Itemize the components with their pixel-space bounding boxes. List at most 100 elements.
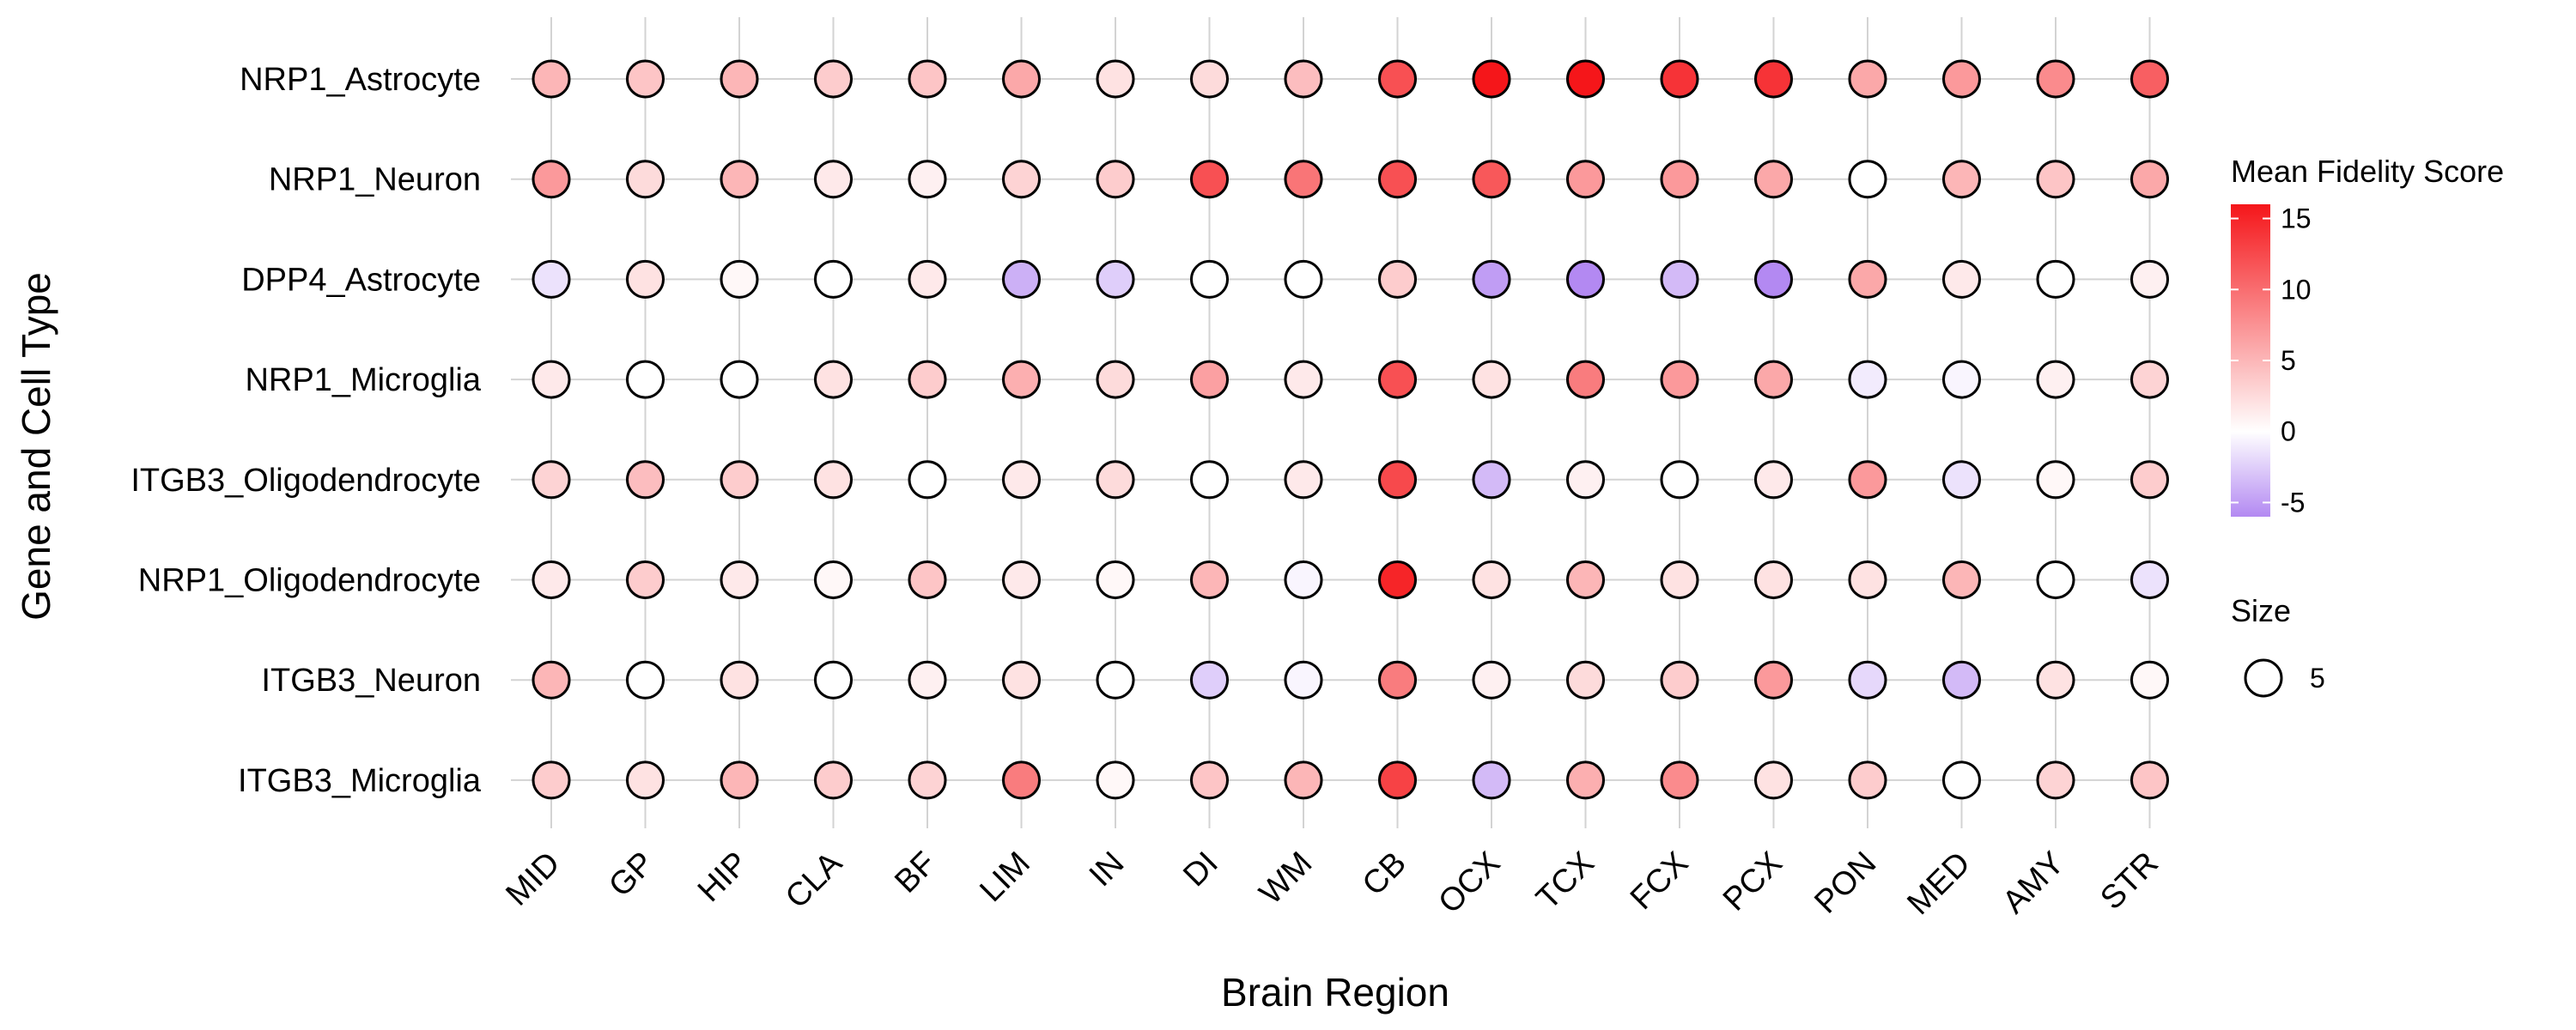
dot-NRP1_Microglia-DI [1190, 360, 1229, 399]
dot-ITGB3_Microglia-PON [1848, 760, 1887, 800]
dot-ITGB3_Oligodendrocyte-LIM [1002, 460, 1041, 500]
dot-NRP1_Astrocyte-STR [2130, 59, 2169, 99]
dot-ITGB3_Neuron-DI [1190, 660, 1229, 700]
dot-NRP1_Oligodendrocyte-DI [1190, 560, 1229, 599]
dot-ITGB3_Microglia-CLA [814, 760, 853, 800]
dot-NRP1_Microglia-TCX [1566, 360, 1605, 399]
dot-NRP1_Microglia-IN [1096, 360, 1135, 399]
data-points [532, 59, 2169, 800]
dot-ITGB3_Neuron-OCX [1472, 660, 1511, 700]
dot-NRP1_Astrocyte-PON [1848, 59, 1887, 99]
dot-DPP4_Astrocyte-BF [908, 259, 947, 299]
dot-NRP1_Astrocyte-AMY [2036, 59, 2075, 99]
dot-NRP1_Neuron-GP [626, 160, 665, 199]
dot-NRP1_Neuron-DI [1190, 160, 1229, 199]
dot-NRP1_Microglia-PON [1848, 360, 1887, 399]
dot-ITGB3_Oligodendrocyte-PON [1848, 460, 1887, 500]
dot-ITGB3_Microglia-FCX [1660, 760, 1699, 800]
dot-NRP1_Astrocyte-BF [908, 59, 947, 99]
dot-ITGB3_Neuron-CLA [814, 660, 853, 700]
dot-DPP4_Astrocyte-FCX [1660, 259, 1699, 299]
dot-NRP1_Neuron-OCX [1472, 160, 1511, 199]
size-legend-title: Size [2231, 593, 2291, 628]
dot-ITGB3_Neuron-CB [1378, 660, 1417, 700]
dot-ITGB3_Neuron-STR [2130, 660, 2169, 700]
dot-ITGB3_Neuron-AMY [2036, 660, 2075, 700]
dot-DPP4_Astrocyte-PCX [1754, 259, 1793, 299]
y-tick-label: NRP1_Neuron [269, 162, 481, 198]
dot-NRP1_Neuron-CB [1378, 160, 1417, 199]
dot-ITGB3_Neuron-PON [1848, 660, 1887, 700]
dot-NRP1_Microglia-GP [626, 360, 665, 399]
x-axis-title: Brain Region [1221, 970, 1449, 1015]
color-legend: Mean Fidelity Score 15 10 5 0 -5 [2231, 154, 2504, 518]
dot-NRP1_Astrocyte-IN [1096, 59, 1135, 99]
dot-NRP1_Oligodendrocyte-FCX [1660, 560, 1699, 599]
dot-NRP1_Microglia-STR [2130, 360, 2169, 399]
dot-ITGB3_Oligodendrocyte-GP [626, 460, 665, 500]
dot-NRP1_Microglia-MID [532, 360, 571, 399]
dot-ITGB3_Oligodendrocyte-AMY [2036, 460, 2075, 500]
dot-NRP1_Microglia-CB [1378, 360, 1417, 399]
dot-ITGB3_Oligodendrocyte-PCX [1754, 460, 1793, 500]
color-legend-ticks: 15 10 5 0 -5 [2231, 203, 2312, 518]
dot-ITGB3_Microglia-HIP [720, 760, 759, 800]
dot-NRP1_Oligodendrocyte-MID [532, 560, 571, 599]
dot-DPP4_Astrocyte-PON [1848, 259, 1887, 299]
dot-NRP1_Astrocyte-OCX [1472, 59, 1511, 99]
dot-NRP1_Neuron-LIM [1002, 160, 1041, 199]
color-legend-tick-label: 10 [2281, 274, 2312, 305]
dot-NRP1_Astrocyte-LIM [1002, 59, 1041, 99]
dot-ITGB3_Oligodendrocyte-TCX [1566, 460, 1605, 500]
dot-ITGB3_Neuron-HIP [720, 660, 759, 700]
dot-ITGB3_Oligodendrocyte-CLA [814, 460, 853, 500]
y-tick-label: ITGB3_Microglia [238, 763, 482, 799]
dot-ITGB3_Microglia-AMY [2036, 760, 2075, 800]
dot-NRP1_Microglia-MED [1942, 360, 1981, 399]
dot-DPP4_Astrocyte-LIM [1002, 259, 1041, 299]
dot-ITGB3_Neuron-FCX [1660, 660, 1699, 700]
dot-DPP4_Astrocyte-GP [626, 259, 665, 299]
dot-ITGB3_Microglia-TCX [1566, 760, 1605, 800]
dot-DPP4_Astrocyte-OCX [1472, 259, 1511, 299]
dot-ITGB3_Oligodendrocyte-MED [1942, 460, 1981, 500]
dot-DPP4_Astrocyte-DI [1190, 259, 1229, 299]
dot-NRP1_Neuron-HIP [720, 160, 759, 199]
size-legend: Size 5 [2231, 593, 2325, 698]
dot-ITGB3_Microglia-IN [1096, 760, 1135, 800]
y-tick-label: NRP1_Astrocyte [240, 62, 481, 98]
dot-ITGB3_Oligodendrocyte-MID [532, 460, 571, 500]
dot-DPP4_Astrocyte-MID [532, 259, 571, 299]
dot-ITGB3_Microglia-MID [532, 760, 571, 800]
size-legend-label: 5 [2310, 663, 2325, 694]
dot-NRP1_Neuron-FCX [1660, 160, 1699, 199]
dot-NRP1_Oligodendrocyte-BF [908, 560, 947, 599]
dot-NRP1_Microglia-AMY [2036, 360, 2075, 399]
dot-NRP1_Neuron-PON [1848, 160, 1887, 199]
dot-NRP1_Neuron-MID [532, 160, 571, 199]
dot-ITGB3_Microglia-BF [908, 760, 947, 800]
y-tick-label: NRP1_Oligodendrocyte [138, 563, 481, 599]
y-tick-label: ITGB3_Neuron [261, 663, 481, 699]
dot-NRP1_Astrocyte-MED [1942, 59, 1981, 99]
dot-NRP1_Microglia-PCX [1754, 360, 1793, 399]
dot-NRP1_Oligodendrocyte-CLA [814, 560, 853, 599]
dot-NRP1_Microglia-HIP [720, 360, 759, 399]
dot-ITGB3_Oligodendrocyte-CB [1378, 460, 1417, 500]
dot-NRP1_Oligodendrocyte-CB [1378, 560, 1417, 599]
dot-ITGB3_Neuron-MID [532, 660, 571, 700]
dot-DPP4_Astrocyte-AMY [2036, 259, 2075, 299]
dot-NRP1_Astrocyte-GP [626, 59, 665, 99]
dot-ITGB3_Neuron-GP [626, 660, 665, 700]
y-axis-title: Gene and Cell Type [14, 272, 58, 621]
dot-NRP1_Astrocyte-FCX [1660, 59, 1699, 99]
dot-NRP1_Neuron-IN [1096, 160, 1135, 199]
y-tick-label: ITGB3_Oligodendrocyte [131, 463, 481, 499]
dot-NRP1_Oligodendrocyte-IN [1096, 560, 1135, 599]
dot-ITGB3_Oligodendrocyte-DI [1190, 460, 1229, 500]
dot-NRP1_Oligodendrocyte-TCX [1566, 560, 1605, 599]
color-legend-tick-label: 5 [2281, 345, 2296, 376]
dot-ITGB3_Oligodendrocyte-BF [908, 460, 947, 500]
dot-ITGB3_Microglia-PCX [1754, 760, 1793, 800]
